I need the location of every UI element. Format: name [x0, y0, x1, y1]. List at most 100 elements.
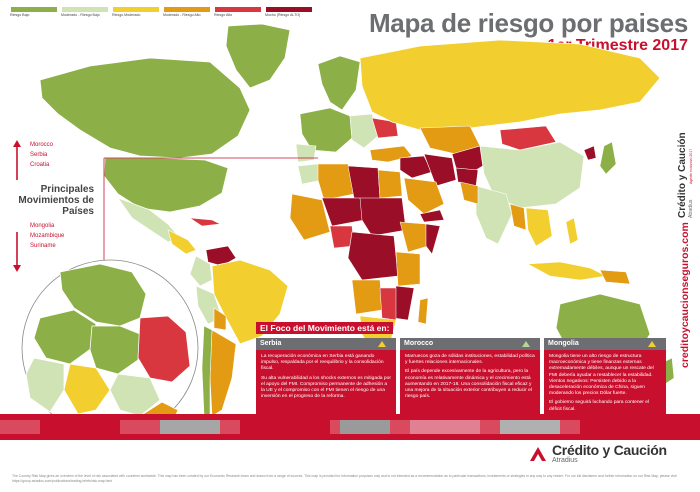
vertical-brand-tag: Agente exclusivo 2017	[689, 149, 693, 184]
region-canada	[39, 57, 251, 159]
movements-heading-line: Movimientos de	[18, 195, 94, 206]
arrow-down-icon	[13, 232, 21, 272]
brand-logo-sub: Atradius	[552, 457, 578, 464]
region-cuba	[189, 217, 221, 227]
region-argentina	[209, 329, 237, 417]
legend-item: Moderado - Riesgo Bajo	[61, 6, 109, 18]
region-philippines	[565, 217, 579, 245]
brand-logo-main: Crédito y Caución	[552, 442, 667, 458]
region-egypt	[377, 169, 403, 199]
legend-item: Moderado - Riesgo Alto	[163, 6, 211, 18]
legend-item: Mucho (Riesgo ALTO)	[265, 6, 313, 18]
focus-card-text: Marruecos goza de sólidas instituciones,…	[405, 354, 535, 366]
region-ukraine	[371, 117, 399, 139]
region-chile	[201, 325, 213, 417]
region-myanmar	[509, 203, 527, 231]
region-papua	[599, 269, 631, 285]
region-zambia-zimbabwe	[379, 287, 397, 321]
legend-item: Riesgo Bajo	[10, 6, 58, 18]
region-algeria	[317, 163, 355, 201]
movement-up-item: Croatia	[30, 162, 50, 168]
legend-label: Riesgo Alto	[214, 13, 233, 17]
arrow-up-icon	[13, 140, 21, 180]
focus-card-header: Mongolia	[544, 338, 666, 350]
region-syria-iraq	[399, 155, 433, 179]
triangle-up-icon	[648, 341, 656, 347]
region-eastern-europe	[349, 113, 379, 149]
movement-down-item: Mozambique	[30, 233, 65, 239]
region-pakistan	[459, 181, 479, 205]
focus-card-text: El país depende excesivamente de la agri…	[405, 369, 532, 400]
region-libya	[347, 165, 381, 201]
region-iberia	[295, 143, 317, 163]
bottom-stripes	[0, 414, 700, 440]
region-colombia	[189, 255, 213, 287]
focus-title: El Foco del Movimiento está en:	[256, 322, 394, 334]
region-scandinavia	[317, 55, 361, 111]
region-indochina	[525, 207, 553, 247]
legend-label: Mucho (Riesgo ALTO)	[265, 13, 301, 17]
focus-card-name: Mongolia	[548, 340, 579, 347]
region-ethiopia	[399, 221, 429, 253]
region-china	[479, 141, 585, 209]
region-iran	[423, 153, 457, 187]
legend-swatch	[10, 6, 58, 13]
vertical-brand-name: Crédito y Caución	[677, 132, 688, 218]
legend-item: Riesgo Moderado	[112, 6, 160, 18]
focus-card-text: Su alta vulnerabilidad a los shocks exte…	[261, 375, 391, 400]
brand-logo-icon	[530, 447, 546, 461]
legend-swatch	[112, 6, 160, 13]
legend-swatch	[163, 6, 211, 13]
movements-heading-line: Principales	[40, 184, 94, 195]
legend-label: Riesgo Bajo	[10, 13, 30, 17]
triangle-up-icon	[378, 341, 386, 347]
region-indonesia	[527, 261, 607, 281]
legend-label: Riesgo Moderado	[112, 13, 141, 17]
movement-up-item: Serbia	[30, 152, 48, 158]
vertical-brand: Crédito y Caución Atradius Agente exclus…	[677, 132, 694, 218]
disclaimer-text: The Country Risk Map gives an overview o…	[12, 474, 677, 483]
region-western-europe	[299, 107, 353, 153]
triangle-up-icon	[522, 341, 530, 347]
region-mali-niger	[321, 197, 365, 227]
movements-up-list: Morocco Serbia Croatia	[10, 140, 100, 180]
region-india	[475, 185, 513, 245]
legend-item: Riesgo Alto	[214, 6, 262, 18]
legend-label: Moderado - Riesgo Bajo	[61, 13, 100, 17]
movements-down-list: Mongolia Mozambique Suriname	[10, 221, 100, 251]
region-mozambique	[393, 285, 415, 321]
page-title: Mapa de riesgo por paises	[368, 8, 688, 38]
brand-logo-text: Crédito y Caución Atradius	[552, 443, 667, 465]
focus-card-text: La recuperación económica en Serbia está…	[261, 354, 384, 372]
movements-heading: Principales Movimientos de Países	[10, 184, 100, 217]
legend-swatch	[214, 6, 262, 13]
region-chad-sudan	[359, 197, 407, 237]
focus-card-header: Serbia	[256, 338, 396, 350]
region-angola	[351, 279, 383, 315]
region-north-korea	[583, 145, 597, 161]
region-greenland	[225, 23, 291, 89]
movements-heading-line: Países	[62, 206, 94, 217]
focus-card-header: Morocco	[400, 338, 540, 350]
region-saudi-arabia	[403, 177, 445, 215]
website-url: creditoycaucionseguros.com	[679, 222, 691, 368]
legend-label: Moderado - Riesgo Alto	[163, 13, 201, 17]
region-madagascar	[417, 297, 429, 325]
vertical-url: creditoycaucionseguros.com	[679, 222, 691, 368]
focus-card-text: Mongolia tiene un alto riesgo de estruct…	[549, 354, 654, 397]
region-bolivia	[213, 307, 227, 331]
region-usa	[103, 157, 229, 213]
principal-movements-panel: Morocco Serbia Croatia Principales Movim…	[10, 140, 100, 272]
region-somalia	[425, 223, 441, 255]
region-yemen	[419, 209, 445, 223]
legend-swatch	[61, 6, 109, 13]
region-east-africa	[395, 251, 421, 287]
focus-card-morocco: Morocco Marruecos goza de sólidas instit…	[400, 338, 540, 438]
region-russia	[359, 39, 661, 131]
focus-card-name: Serbia	[260, 340, 282, 347]
risk-legend: Riesgo Bajo Moderado - Riesgo Bajo Riesg…	[10, 6, 313, 18]
focus-card-text: El gobierno seguirá luchando para conten…	[549, 400, 650, 412]
movement-down-item: Suriname	[30, 243, 56, 249]
region-japan	[599, 141, 617, 175]
focus-card-name: Morocco	[404, 340, 434, 347]
